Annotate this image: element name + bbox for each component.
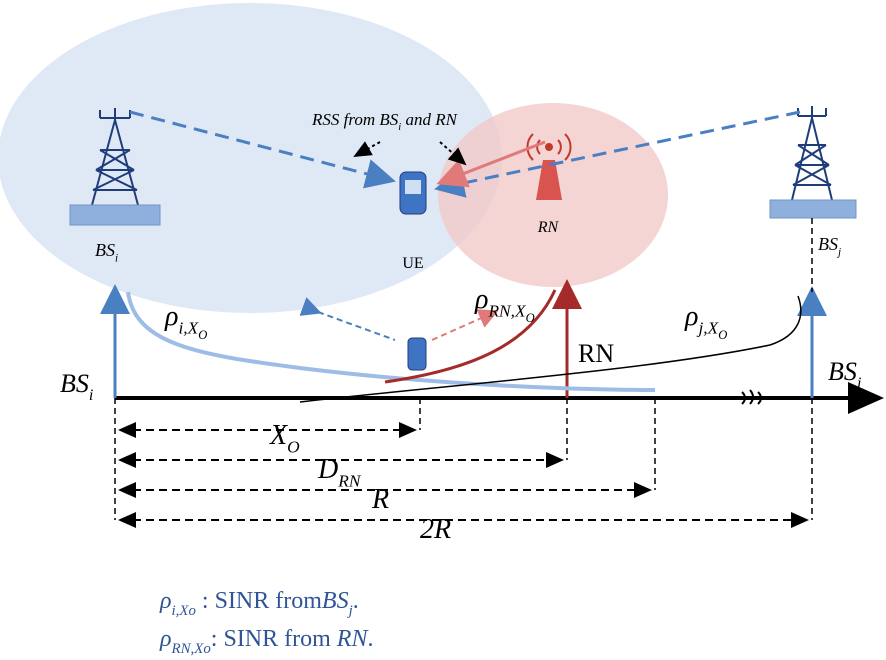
label-part: BS	[322, 588, 349, 614]
label-part: BS	[95, 240, 115, 260]
label-part: ρ	[474, 284, 488, 315]
label-part: O	[287, 437, 300, 456]
label-part: i,Xo	[172, 603, 196, 619]
label-part: ρ	[164, 301, 178, 332]
label: BSi	[60, 369, 93, 404]
label-part: j,X	[696, 318, 719, 337]
page: { "top": { "rss_note": {"base": "RSS fro…	[0, 0, 886, 660]
label-part: BS	[60, 369, 89, 398]
bs-j-tower	[792, 106, 832, 200]
label-part: ρ	[684, 301, 698, 332]
ue-move-right	[432, 312, 495, 340]
label: ρRN,XO	[474, 284, 535, 325]
ue-screen	[405, 180, 421, 194]
label-part: 2R	[420, 514, 451, 545]
label-part: BS	[828, 357, 857, 386]
label-part: ρ	[159, 588, 172, 614]
label-part: RN	[337, 471, 362, 490]
label: R	[371, 484, 389, 515]
label-part: R	[371, 484, 389, 515]
label: XO	[269, 420, 300, 456]
ue-move-left	[318, 312, 395, 340]
ue-phone-axis	[408, 338, 426, 370]
bs-i-base	[70, 205, 160, 225]
label: BSj	[828, 357, 862, 392]
label-part: i,X	[178, 318, 199, 337]
label: ρi,Xo : SINR fromBSj.	[159, 588, 359, 619]
label-part: j	[855, 375, 862, 392]
bs-coverage	[0, 3, 502, 313]
label-part: RN	[336, 626, 370, 652]
label-part: i	[115, 252, 118, 264]
label-part: : SINR from	[211, 626, 337, 652]
label-part: D	[317, 454, 338, 485]
label-part: i	[89, 387, 93, 404]
ue-label: UE	[402, 255, 423, 272]
distance-arrows	[120, 430, 807, 520]
label: BSj	[818, 234, 841, 258]
label-part: RN,Xo	[171, 641, 211, 657]
label: 2R	[420, 514, 451, 545]
rn-axis-label: RN	[578, 339, 614, 368]
label-part: O	[526, 311, 535, 325]
bs-j-base	[770, 200, 856, 218]
diagram: RSS from BSi and RNBSiUERNBSjρi,XOρRN,XO…	[0, 0, 886, 660]
label-part: RN,X	[487, 301, 527, 320]
label: ρRN,Xo: SINR from RN.	[159, 626, 373, 657]
label-part: .	[353, 588, 359, 614]
label: ρj,XO	[684, 301, 727, 342]
label-part: X	[269, 420, 288, 451]
label-part: RSS from BS	[311, 110, 399, 129]
label-part: BS	[818, 234, 838, 254]
label-part: ρ	[159, 626, 172, 652]
label-part: O	[198, 328, 207, 342]
label-part: O	[718, 328, 727, 342]
label-part: and RN	[401, 110, 458, 129]
label-part: .	[367, 626, 373, 652]
label-part: : SINR from	[196, 588, 322, 614]
rn-label: RN	[537, 219, 560, 236]
